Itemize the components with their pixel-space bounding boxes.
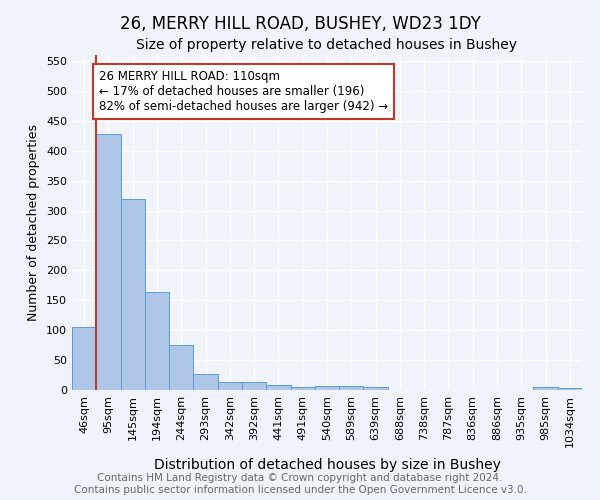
Bar [364, 387, 388, 390]
Bar [242, 382, 266, 390]
Bar [533, 387, 558, 390]
Bar [218, 382, 242, 390]
Bar [339, 386, 364, 390]
Text: 26, MERRY HILL ROAD, BUSHEY, WD23 1DY: 26, MERRY HILL ROAD, BUSHEY, WD23 1DY [119, 15, 481, 33]
Bar [266, 384, 290, 390]
Bar [145, 292, 169, 390]
Y-axis label: Number of detached properties: Number of detached properties [28, 124, 40, 321]
Text: 26 MERRY HILL ROAD: 110sqm
← 17% of detached houses are smaller (196)
82% of sem: 26 MERRY HILL ROAD: 110sqm ← 17% of deta… [99, 70, 388, 113]
Bar [290, 387, 315, 390]
Bar [121, 198, 145, 390]
Bar [193, 374, 218, 390]
Bar [72, 327, 96, 390]
Bar [96, 134, 121, 390]
Bar [558, 388, 582, 390]
Title: Size of property relative to detached houses in Bushey: Size of property relative to detached ho… [137, 38, 517, 52]
Bar [315, 386, 339, 390]
X-axis label: Distribution of detached houses by size in Bushey: Distribution of detached houses by size … [154, 458, 500, 472]
Bar [169, 344, 193, 390]
Text: Contains HM Land Registry data © Crown copyright and database right 2024.
Contai: Contains HM Land Registry data © Crown c… [74, 474, 526, 495]
